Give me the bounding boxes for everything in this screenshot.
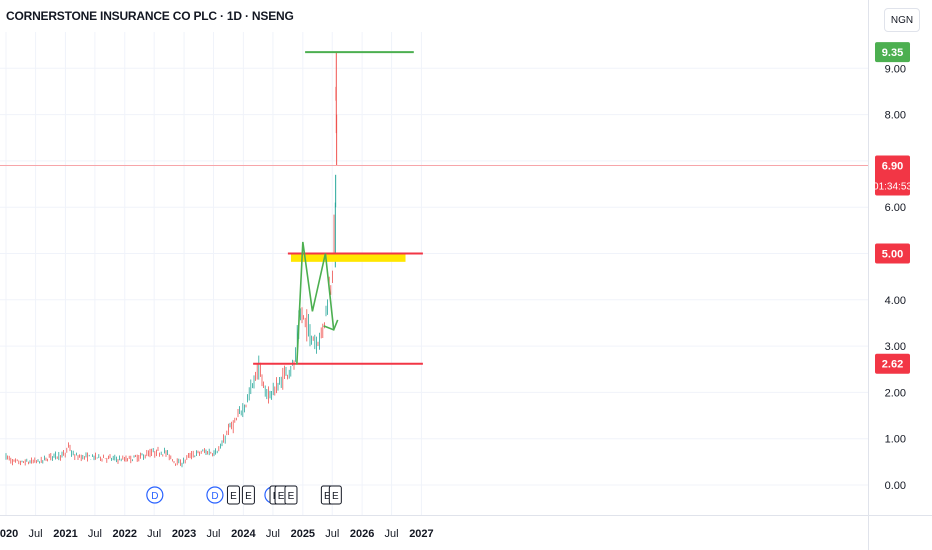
earnings-box — [226, 485, 240, 505]
earnings-marker[interactable]: E — [226, 485, 240, 505]
event-label: E — [324, 491, 331, 502]
chart-grid — [0, 32, 868, 515]
currency-button[interactable]: NGN — [884, 8, 920, 32]
dividend-marker[interactable]: D — [146, 486, 164, 504]
earnings-marker[interactable]: E — [274, 485, 288, 505]
x-tick-label: 2026 — [350, 528, 374, 540]
countdown-label: 01:34:53 — [873, 182, 912, 193]
target-price-label-bg — [875, 42, 910, 63]
event-markers[interactable]: DDEEEEEEE — [146, 485, 342, 505]
chart-title: CORNERSTONE INSURANCE CO PLC · 1D · NSEN… — [6, 9, 294, 23]
m-pattern-line — [296, 241, 335, 365]
y-tick-label: 9.00 — [885, 63, 906, 75]
event-label: E — [230, 491, 237, 502]
y-tick-label: 4.00 — [885, 295, 906, 307]
support-price-label-bg — [875, 353, 910, 374]
x-tick-label: 2027 — [409, 528, 433, 540]
resistance-zone — [290, 254, 406, 262]
arrow-head — [323, 319, 339, 331]
event-label: E — [332, 491, 339, 502]
x-tick-label: Jul — [206, 528, 220, 540]
earnings-marker[interactable]: E — [241, 485, 255, 505]
earnings-box — [328, 485, 342, 505]
x-tick-label: Jul — [29, 528, 43, 540]
event-label: E — [245, 491, 252, 502]
event-label: E — [278, 491, 285, 502]
earnings-marker[interactable]: E — [284, 485, 298, 505]
dividend-marker[interactable]: D — [206, 486, 224, 504]
x-tick-label: 2022 — [113, 528, 137, 540]
price-axis[interactable]: 0.00 1.00 2.00 3.00 4.00 6.00 8.00 9.00 — [868, 0, 907, 550]
dividend-circle — [146, 486, 164, 504]
event-label: E — [288, 491, 295, 502]
chart-drawings — [0, 51, 868, 365]
dividend-circle — [206, 486, 224, 504]
support-price-label: 2.62 — [882, 359, 903, 371]
y-tick-label: 3.00 — [885, 341, 906, 353]
event-label: D — [211, 491, 218, 502]
y-tick-label: 2.00 — [885, 387, 906, 399]
x-tick-label: Jul — [147, 528, 161, 540]
y-tick-label: 1.00 — [885, 434, 906, 446]
x-tick-label: 2025 — [291, 528, 315, 540]
target-price-label: 9.35 — [882, 47, 903, 59]
x-tick-label: Jul — [385, 528, 399, 540]
current-price-label: 6.90 — [882, 161, 903, 173]
y-tick-label: 0.00 — [885, 480, 906, 492]
x-tick-label: 2020 — [0, 528, 18, 540]
resistance-price-label-bg — [875, 243, 910, 264]
y-tick-label: 6.00 — [885, 202, 906, 214]
x-tick-label: Jul — [88, 528, 102, 540]
earnings-marker[interactable]: E — [328, 485, 342, 505]
y-tick-label: 8.00 — [885, 110, 906, 122]
price-series — [5, 52, 338, 468]
x-tick-label: 2024 — [231, 528, 256, 540]
x-tick-label: Jul — [266, 528, 280, 540]
earnings-box — [241, 485, 255, 505]
current-price-label-bg — [875, 155, 910, 196]
x-tick-label: 2021 — [53, 528, 77, 540]
earnings-box — [284, 485, 298, 505]
time-axis[interactable]: 2020 Jul 2021 Jul 2022 Jul 2023 Jul 2024 Jul 2025 J… — [0, 515, 932, 541]
x-tick-label: Jul — [325, 528, 339, 540]
x-tick-label: 2023 — [172, 528, 196, 540]
resistance-price-label: 5.00 — [882, 249, 903, 261]
price-labels: 9.35 5.00 2.62 6.90 01:34:53 — [873, 42, 912, 374]
event-label: D — [151, 491, 158, 502]
